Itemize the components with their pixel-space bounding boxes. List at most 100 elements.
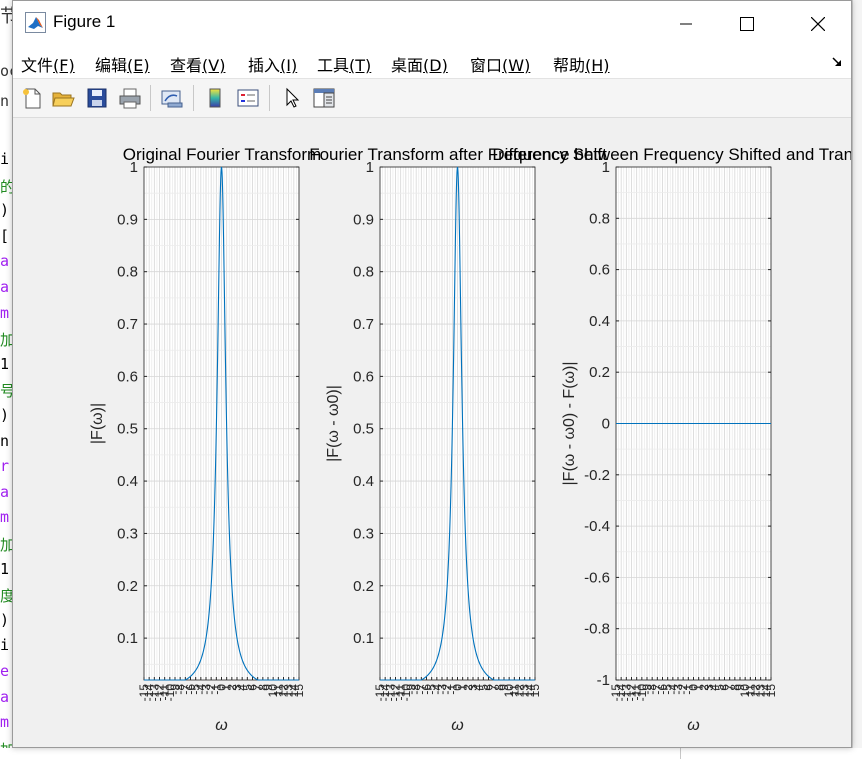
x-tick-label: 13 [754, 684, 768, 698]
x-tick-label: -13 [147, 684, 161, 702]
menu-desktop[interactable]: 桌面(D) [391, 52, 448, 76]
x-tick-label: -7 [650, 684, 664, 695]
series-line [380, 166, 535, 681]
toolbar-separator [269, 85, 270, 111]
property-editor-button[interactable] [311, 85, 337, 111]
legend-button[interactable] [235, 85, 261, 111]
menu-accelerator: (H) [585, 56, 610, 75]
save-button[interactable] [84, 85, 110, 111]
maximize-icon [740, 16, 754, 31]
y-tick-label: 0.3 [353, 525, 374, 542]
x-tick-label: 4 [471, 684, 485, 691]
figure-canvas[interactable]: 0.1 0.2 0.3 0.4 0.5 0.6 0.7 0.8 0.9 1 -15 -14 -13 -12… [13, 118, 862, 747]
subplot-2[interactable]: 0.10.20.30.40.50.60.70.80.91-15-14-13-12… [325, 159, 542, 734]
x-tick-label: -4 [430, 684, 444, 695]
close-icon [811, 16, 825, 31]
x-tick-label: 11 [507, 684, 521, 697]
x-tick-label: -9 [404, 684, 418, 695]
x-tick-label: -5 [425, 684, 439, 695]
menu-tools[interactable]: 工具(T) [317, 52, 371, 76]
y-tick-label: -0.4 [584, 518, 610, 535]
x-tick-label: 10 [738, 684, 752, 698]
menu-label: 桌面 [391, 56, 424, 75]
print-button[interactable] [117, 85, 143, 111]
subplot-3[interactable]: -1-0.8-0.6-0.4-0.200.20.40.60.81-15-14-1… [561, 159, 778, 734]
colorbar-button[interactable] [202, 85, 228, 111]
background-code-line: i [0, 636, 10, 655]
x-tick-label: 9 [261, 684, 275, 691]
new-figure-button[interactable] [19, 85, 45, 111]
x-tick-label: 14 [759, 684, 773, 698]
link-plot-button[interactable] [159, 85, 185, 111]
series-line [144, 166, 299, 681]
x-tick-label: 7 [251, 684, 265, 691]
y-tick-label: 0.4 [117, 473, 138, 490]
y-tick-label: 0.1 [117, 630, 138, 647]
menu-accelerator: (D) [423, 56, 448, 75]
minimize-button[interactable] [663, 1, 709, 46]
background-code-line: 度 [0, 587, 16, 606]
x-tick-label: 11 [743, 684, 757, 697]
y-tick-label: 0.7 [353, 316, 374, 333]
x-tick-label: -11 [394, 684, 408, 701]
x-tick-label: -12 [153, 684, 167, 702]
x-axis-label: ω [215, 717, 227, 734]
x-tick-label: -2 [440, 684, 454, 695]
y-tick-label: 0.2 [353, 578, 374, 595]
x-tick-label: -1 [681, 684, 695, 695]
y-tick-label: 0.5 [117, 421, 138, 438]
x-tick-label: -10 [635, 684, 649, 702]
y-tick-label: 0.3 [117, 525, 138, 542]
menu-accelerator: (W) [502, 56, 531, 75]
y-tick-label: 0.9 [117, 211, 138, 228]
x-tick-label: -14 [378, 684, 392, 702]
maximize-button[interactable] [724, 1, 770, 46]
menu-file[interactable]: 文件(F) [21, 52, 75, 76]
x-tick-label: -7 [178, 684, 192, 695]
subplot-1[interactable]: 0.10.20.30.40.50.60.70.80.91-15-14-13-12… [89, 159, 306, 734]
y-axis-label: |F(ω)| [89, 403, 106, 444]
toolbar-separator [193, 85, 194, 111]
background-code-line: e [0, 662, 10, 680]
subplot-title: Fourier Transform after Frequency Shift [309, 145, 607, 164]
x-tick-label: 3 [466, 684, 480, 691]
x-tick-label: 12 [513, 684, 527, 698]
x-tick-label: -13 [619, 684, 633, 702]
toolbar [13, 79, 851, 118]
menu-label: 文件 [21, 56, 54, 75]
menu-bar: 文件(F) 编辑(E) 查看(V) 插入(I) 工具(T) 桌面(D) 窗口(W… [13, 46, 851, 79]
background-code-line: a [0, 278, 10, 296]
y-axis-label: |F(ω - ω0)| [325, 385, 342, 462]
y-tick-label: -0.8 [584, 621, 610, 638]
menu-help[interactable]: 帮助(H) [553, 52, 610, 76]
background-code-line: a [0, 482, 10, 501]
x-tick-label: 0 [215, 684, 229, 691]
x-tick-label: 12 [749, 684, 763, 698]
y-tick-label: 0.8 [353, 264, 374, 281]
toolbar-separator [150, 85, 151, 111]
background-code-line: 加 [0, 536, 16, 554]
open-file-button[interactable] [50, 85, 76, 111]
x-tick-label: -6 [184, 684, 198, 695]
x-tick-label: 10 [502, 684, 516, 698]
menu-accelerator: (V) [202, 56, 226, 75]
x-tick-label: -11 [158, 684, 172, 701]
menu-edit[interactable]: 编辑(E) [95, 52, 150, 76]
x-tick-label: 0 [451, 684, 465, 691]
x-tick-label: -3 [435, 684, 449, 695]
y-tick-label: 0.4 [589, 313, 610, 330]
dock-arrow-icon[interactable] [831, 56, 843, 68]
select-arrow-button[interactable] [279, 85, 305, 111]
x-tick-label: -3 [199, 684, 213, 695]
close-button[interactable] [795, 1, 841, 46]
x-tick-label: -4 [194, 684, 208, 695]
menu-view[interactable]: 查看(V) [170, 52, 225, 76]
y-tick-label: 1 [366, 159, 374, 176]
title-bar[interactable]: Figure 1 [13, 1, 851, 46]
y-tick-label: 0 [602, 416, 610, 433]
background-scrollbar[interactable] [852, 0, 862, 759]
menu-window[interactable]: 窗口(W) [470, 52, 530, 76]
menu-insert[interactable]: 插入(I) [248, 52, 297, 76]
x-tick-label: -14 [142, 684, 156, 702]
background-code-line: 1 [0, 559, 10, 578]
